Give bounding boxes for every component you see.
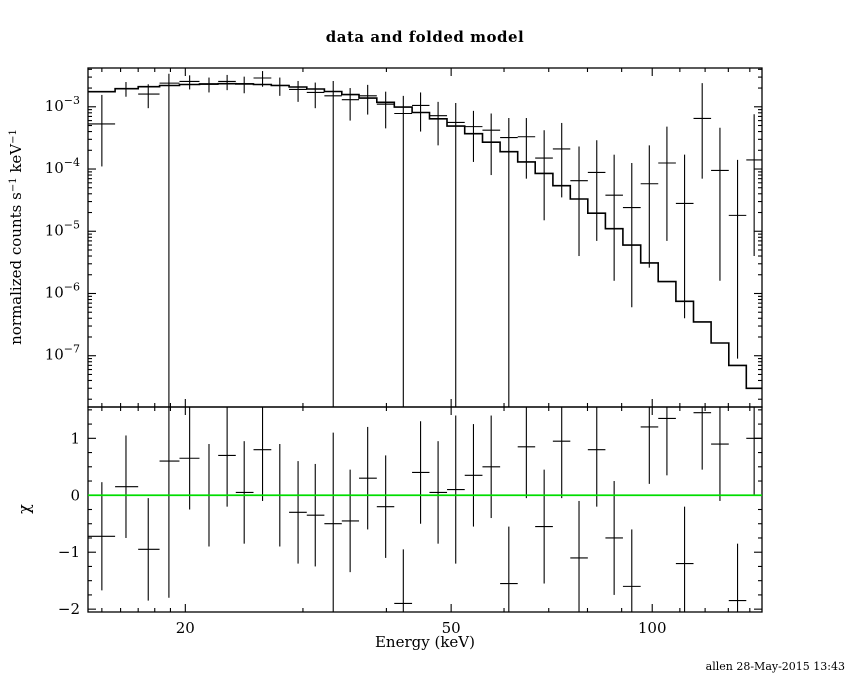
y-tick-label: 10−3 — [45, 94, 80, 115]
chi-tick-label: 1 — [70, 429, 80, 447]
ylabel-sup2: −1 — [8, 129, 19, 144]
chart-title: data and folded model — [325, 28, 525, 46]
x-axis-label: Energy (keV) — [374, 633, 475, 651]
tick-labels: 20 50 100 10−3 10−4 10−5 10−6 10−7 −2 −1 0 1 — [45, 94, 667, 637]
residual-points — [88, 407, 762, 612]
chi-tick-label: −1 — [58, 543, 80, 561]
axis-ticks — [88, 68, 762, 612]
y-tick-label: 10−6 — [45, 280, 80, 301]
y-tick-label: 10−5 — [45, 218, 80, 239]
ylabel-sup1: −1 — [8, 177, 19, 193]
x-tick-label: 50 — [442, 619, 461, 637]
x-tick-label: 100 — [638, 619, 667, 637]
model-histogram — [88, 82, 762, 390]
ylabel-mid: keV — [7, 143, 25, 178]
y-tick-label: 10−7 — [45, 343, 80, 364]
data-points — [88, 71, 762, 407]
top-panel-frame — [87, 67, 763, 408]
x-tick-label: 20 — [176, 619, 195, 637]
y-tick-label: 10−4 — [45, 156, 80, 177]
y-axis-label-chi: χ — [14, 504, 34, 514]
chi-tick-label: 0 — [70, 486, 80, 504]
y-axis-label-counts: normalized counts s−1 keV−1 — [7, 129, 25, 345]
plot-timestamp: allen 28-May-2015 13:43 — [705, 660, 845, 673]
chi-tick-label: −2 — [58, 600, 80, 618]
ylabel-prefix: normalized counts s — [7, 192, 25, 345]
